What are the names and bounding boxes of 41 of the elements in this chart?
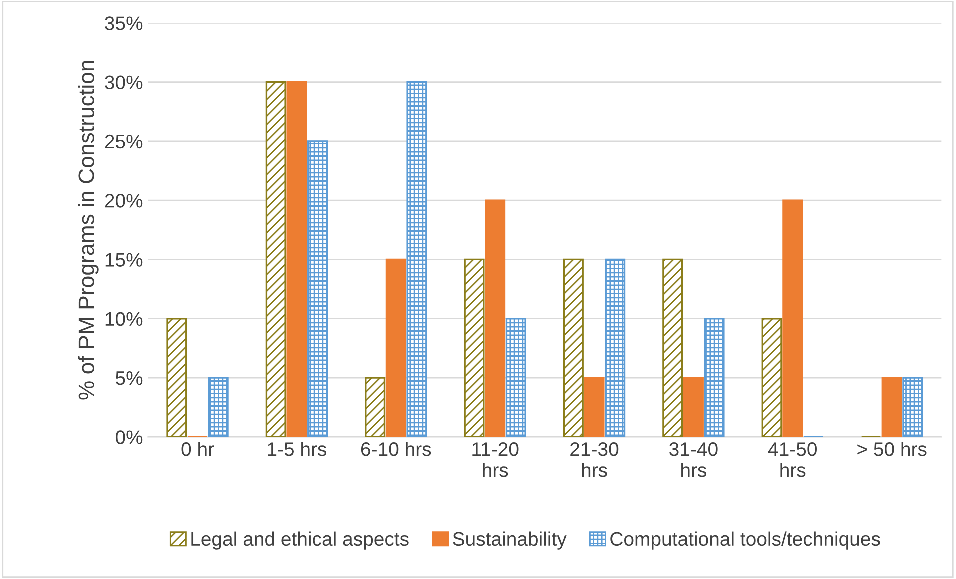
- bar: [485, 200, 506, 438]
- x-tick-label: > 50 hrs: [858, 442, 927, 456]
- y-tick-label: 10%: [106, 312, 143, 326]
- y-tick-label: 5%: [116, 372, 143, 386]
- bar: [782, 200, 804, 438]
- x-tick-label: 21-30 hrs: [570, 442, 619, 478]
- x-tick-label: 31-40 hrs: [670, 442, 718, 478]
- bar: [662, 258, 684, 438]
- y-tick-label: 15%: [106, 253, 143, 267]
- bar: [683, 377, 704, 438]
- bar: [208, 377, 229, 438]
- bar: [406, 81, 428, 438]
- y-tick-label: 0%: [116, 430, 143, 444]
- bar: [386, 258, 406, 438]
- x-tick-label: 11-20 hrs: [472, 442, 519, 478]
- bar: [308, 140, 328, 438]
- x-tick-label: 0 hr: [182, 442, 214, 456]
- y-tick-label: 30%: [105, 76, 143, 90]
- y-tick-label: 20%: [105, 194, 143, 208]
- bar: [365, 377, 386, 438]
- legend-label: Sustainability: [453, 532, 567, 550]
- bar: [762, 318, 782, 438]
- x-tick-label: 1-5 hrs: [268, 442, 327, 456]
- bar: [506, 318, 526, 438]
- bar: [902, 377, 924, 438]
- y-tick-label: 25%: [105, 134, 143, 149]
- bar: [882, 377, 902, 438]
- bar: [605, 258, 626, 438]
- y-tick-label: 35%: [105, 16, 143, 30]
- bar: [286, 81, 308, 438]
- bar: [166, 318, 188, 438]
- bar: [464, 258, 485, 438]
- legend-label: Computational tools/techniques: [610, 532, 880, 550]
- bar: [704, 318, 725, 438]
- bar: [563, 258, 584, 438]
- x-tick-label: 6-10 hrs: [361, 442, 432, 456]
- legend-label: Legal and ethical aspects: [192, 532, 409, 550]
- x-tick-label: 41-50 hrs: [768, 442, 817, 478]
- y-axis-title: % of PM Programs in Construction: [78, 61, 99, 400]
- bar: [266, 81, 286, 438]
- bar: [584, 377, 605, 438]
